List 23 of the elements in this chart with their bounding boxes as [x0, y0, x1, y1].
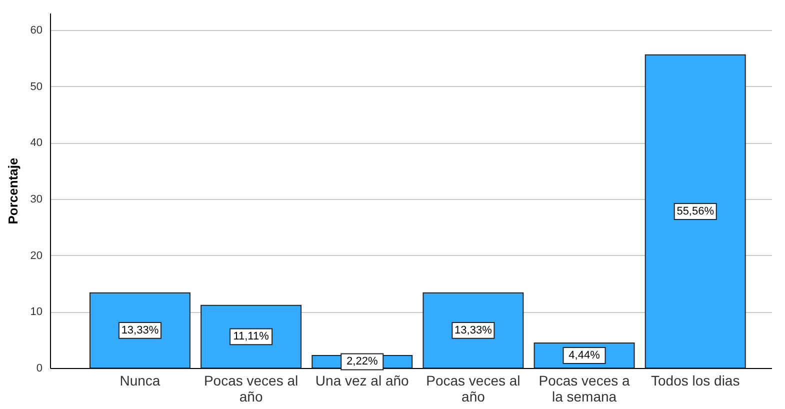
x-tick-label: Una vez al año	[315, 372, 410, 388]
data-label: 13,33%	[454, 324, 492, 336]
bar	[89, 292, 190, 368]
data-label: 11,11%	[233, 330, 270, 343]
x-tick-label: Nunca	[120, 372, 160, 388]
y-tick-label: 40	[30, 137, 42, 150]
y-tick-label: 30	[30, 193, 42, 206]
y-tick-label: 20	[30, 250, 42, 262]
y-tick-label: 60	[30, 24, 42, 36]
y-tick-label: 0	[36, 362, 42, 374]
x-tick-label: Todos los dias	[651, 372, 740, 388]
data-label: 13,33%	[121, 324, 159, 336]
y-tick-label: 10	[30, 306, 42, 318]
y-axis-title: Porcentaje	[5, 158, 20, 224]
data-label: 2,22%	[346, 356, 378, 368]
data-label: 55,56%	[676, 205, 714, 218]
x-tick-label: Pocas veces a la semana	[538, 372, 630, 404]
bar	[422, 292, 524, 368]
x-tick-label: Pocas veces al año	[204, 372, 298, 404]
y-tick-label: 50	[30, 80, 42, 93]
bar	[644, 54, 746, 368]
data-label: 4,44%	[568, 349, 600, 362]
x-tick-label: Pocas veces al año	[426, 372, 520, 404]
